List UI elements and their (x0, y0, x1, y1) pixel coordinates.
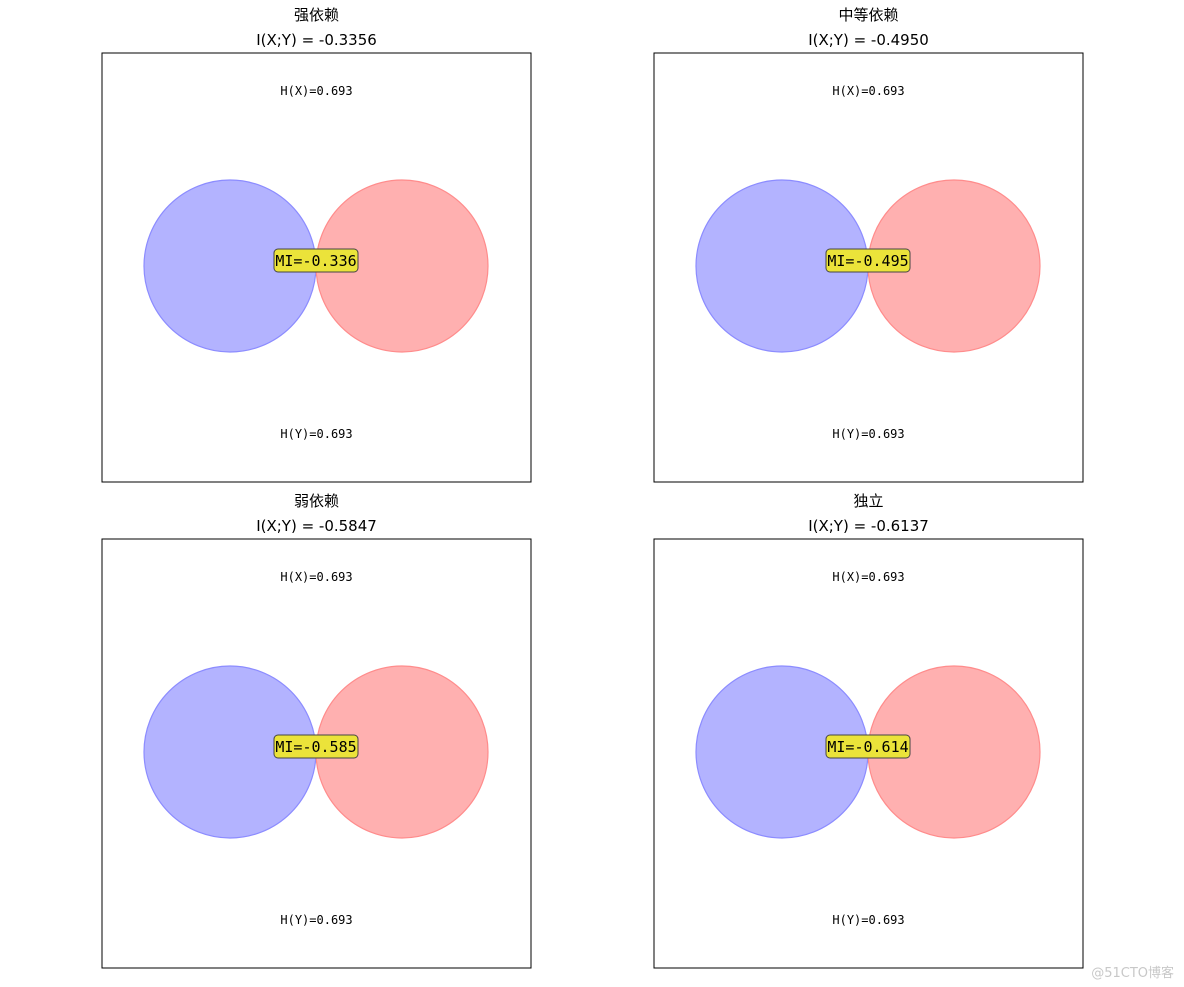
panel: 弱依赖 I(X;Y) = -0.5847 H(X)=0.693 H(Y)=0.693 M… (101, 492, 532, 969)
mi-label: MI=-0.336 (275, 252, 356, 270)
panel-title: 强依赖 (294, 6, 339, 24)
panel: 强依赖 I(X;Y) = -0.3356 H(X)=0.693 H(Y)=0.693 M… (101, 6, 532, 483)
panel-title: 中等依赖 (838, 6, 898, 24)
watermark: @51CTO博客 (1091, 966, 1174, 981)
entropy-y-label: H(Y)=0.693 (832, 427, 904, 441)
entropy-x-label: H(X)=0.693 (832, 84, 904, 98)
mi-label-box (273, 734, 359, 759)
axes-frame (653, 538, 1084, 969)
entropy-y-label: H(Y)=0.693 (280, 913, 352, 927)
panel-subtitle: I(X;Y) = -0.5847 (256, 517, 377, 535)
entropy-x-label: H(X)=0.693 (832, 570, 904, 584)
panel-subtitle: I(X;Y) = -0.6137 (808, 517, 929, 535)
mi-label-box (825, 248, 911, 273)
mi-label-box (825, 734, 911, 759)
panel: 独立 I(X;Y) = -0.6137 H(X)=0.693 H(Y)=0.693 MI… (653, 492, 1084, 969)
entropy-x-label: H(X)=0.693 (280, 84, 352, 98)
entropy-y-label: H(Y)=0.693 (832, 913, 904, 927)
mi-label: MI=-0.614 (827, 738, 908, 756)
mi-label: MI=-0.585 (275, 738, 356, 756)
mi-label-box (273, 248, 359, 273)
panel: 中等依赖 I(X;Y) = -0.4950 H(X)=0.693 H(Y)=0.693… (653, 6, 1084, 483)
panel-title: 独立 (853, 492, 883, 510)
panel-subtitle: I(X;Y) = -0.3356 (256, 31, 377, 49)
axes-frame (101, 52, 532, 483)
mi-label: MI=-0.495 (827, 252, 908, 270)
axes-frame (653, 52, 1084, 483)
entropy-y-label: H(Y)=0.693 (280, 427, 352, 441)
axes-frame (101, 538, 532, 969)
panel-subtitle: I(X;Y) = -0.4950 (808, 31, 929, 49)
panel-title: 弱依赖 (294, 492, 339, 510)
entropy-x-label: H(X)=0.693 (280, 570, 352, 584)
